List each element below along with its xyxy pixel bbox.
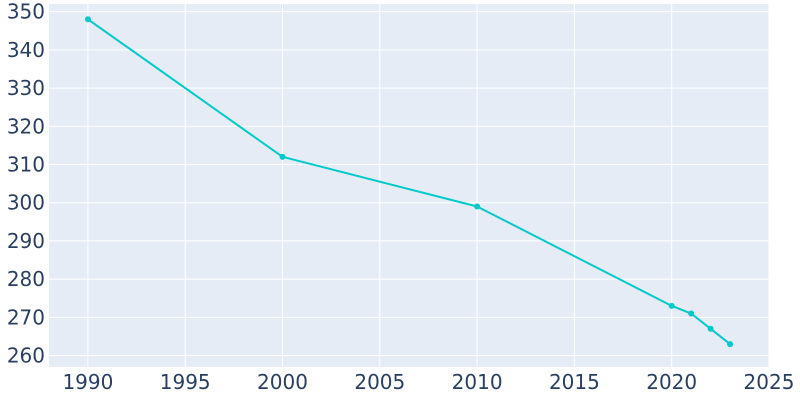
series-layer xyxy=(84,16,734,348)
data-point xyxy=(727,341,734,348)
data-point xyxy=(668,302,675,309)
x-tick-label: 2000 xyxy=(257,370,308,394)
x-tick-label: 2025 xyxy=(744,370,795,394)
y-tick-label: 290 xyxy=(7,229,45,253)
y-tick-label: 260 xyxy=(7,344,45,368)
y-tick-label: 340 xyxy=(7,38,45,62)
y-axis-ticks: 260 270 280 290 300 310 320 330 340 350 xyxy=(7,0,45,368)
x-tick-label: 2020 xyxy=(646,370,697,394)
plot-area xyxy=(49,4,769,367)
y-tick-label: 350 xyxy=(7,0,45,24)
y-tick-label: 280 xyxy=(7,267,45,291)
y-tick-label: 300 xyxy=(7,191,45,215)
y-gridlines xyxy=(49,11,769,357)
data-point xyxy=(688,310,695,317)
data-point xyxy=(707,325,714,332)
data-point xyxy=(474,203,481,210)
x-axis-ticks: 1990 1995 2000 2005 2010 2015 2020 2025 xyxy=(62,370,794,394)
data-point xyxy=(84,16,91,23)
y-tick-label: 270 xyxy=(7,305,45,329)
x-tick-label: 2015 xyxy=(549,370,600,394)
y-tick-label: 310 xyxy=(7,152,45,176)
y-tick-label: 320 xyxy=(7,114,45,138)
y-tick-label: 330 xyxy=(7,76,45,100)
x-tick-label: 1995 xyxy=(160,370,211,394)
data-point xyxy=(279,153,286,160)
x-gridlines xyxy=(87,4,770,367)
x-tick-label: 2005 xyxy=(354,370,405,394)
x-tick-label: 2010 xyxy=(452,370,503,394)
x-tick-label: 1990 xyxy=(62,370,113,394)
